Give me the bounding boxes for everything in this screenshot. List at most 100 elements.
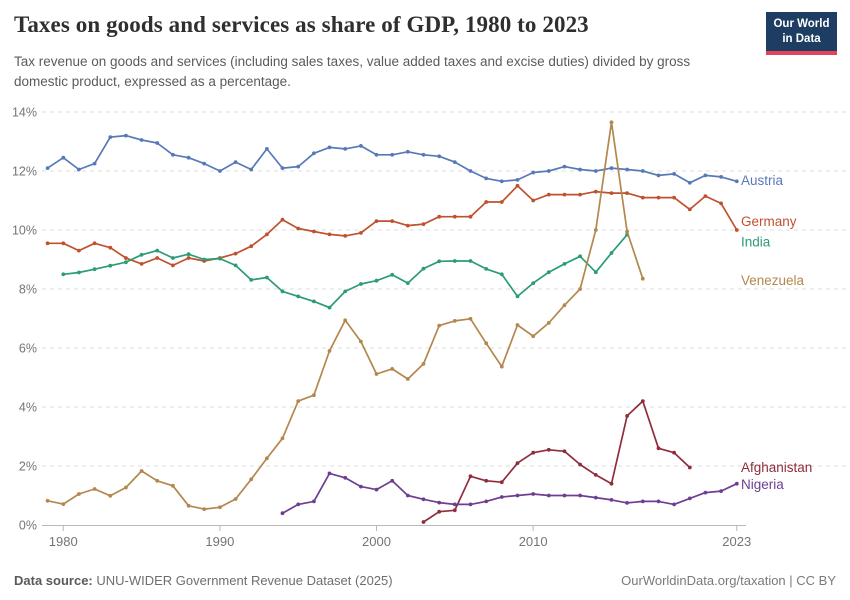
point-afghanistan-2019 bbox=[672, 450, 676, 455]
point-venezuela-2003 bbox=[421, 362, 426, 366]
point-germany-2013 bbox=[578, 192, 582, 197]
point-germany-1997 bbox=[327, 232, 332, 237]
point-afghanistan-2003 bbox=[421, 520, 426, 524]
series-label-afghanistan[interactable]: Afghanistan bbox=[741, 460, 812, 475]
series-label-venezuela[interactable]: Venezuela bbox=[741, 273, 805, 288]
point-india-2002 bbox=[405, 281, 410, 285]
series-label-germany[interactable]: Germany bbox=[741, 214, 797, 229]
series-label-austria[interactable]: Austria bbox=[741, 173, 784, 188]
point-nigeria-1996 bbox=[312, 499, 316, 504]
point-germany-1982 bbox=[92, 241, 97, 246]
point-nigeria-2010 bbox=[531, 492, 536, 496]
point-nigeria-2017 bbox=[640, 499, 645, 504]
page-title: Taxes on goods and services as share of … bbox=[14, 12, 589, 37]
point-nigeria-2008 bbox=[499, 495, 504, 499]
point-afghanistan-2017 bbox=[640, 399, 645, 403]
point-india-1983 bbox=[108, 263, 113, 268]
x-axis-tick-label-1990: 1990 bbox=[205, 534, 234, 549]
point-nigeria-1997 bbox=[327, 471, 332, 476]
point-austria-2023 bbox=[734, 179, 739, 184]
point-afghanistan-2010 bbox=[531, 450, 536, 455]
point-nigeria-1994 bbox=[280, 511, 285, 516]
point-germany-1985 bbox=[139, 262, 144, 266]
point-austria-1986 bbox=[155, 141, 160, 145]
point-germany-1992 bbox=[249, 244, 254, 249]
point-germany-1993 bbox=[265, 232, 269, 237]
point-austria-1995 bbox=[296, 164, 301, 169]
point-austria-2002 bbox=[405, 149, 410, 154]
point-venezuela-1994 bbox=[280, 436, 285, 441]
point-india-1989 bbox=[202, 257, 207, 262]
point-india-2009 bbox=[515, 294, 520, 299]
point-nigeria-2019 bbox=[672, 502, 676, 507]
point-india-1987 bbox=[171, 256, 175, 260]
point-venezuela-2004 bbox=[437, 323, 442, 328]
point-venezuela-2005 bbox=[452, 319, 457, 323]
point-afghanistan-2016 bbox=[625, 414, 629, 418]
point-india-2006 bbox=[468, 259, 473, 263]
point-nigeria-2023 bbox=[734, 481, 739, 486]
series-label-nigeria[interactable]: Nigeria bbox=[741, 477, 784, 492]
point-nigeria-1995 bbox=[296, 502, 301, 507]
point-india-2008 bbox=[499, 272, 504, 277]
point-nigeria-2012 bbox=[562, 493, 567, 498]
point-germany-2022 bbox=[719, 201, 723, 206]
point-austria-2009 bbox=[515, 178, 520, 182]
point-nigeria-2014 bbox=[593, 495, 598, 500]
x-axis-tick-label-2023: 2023 bbox=[722, 534, 751, 549]
point-india-1996 bbox=[312, 299, 316, 304]
point-austria-2019 bbox=[672, 172, 676, 176]
point-germany-2020 bbox=[687, 207, 692, 212]
point-india-2001 bbox=[390, 272, 395, 277]
point-venezuela-1982 bbox=[92, 487, 97, 491]
point-austria-1984 bbox=[124, 133, 128, 138]
x-axis-tick-label-2000: 2000 bbox=[362, 534, 391, 549]
owid-logo[interactable]: Our World in Data bbox=[766, 12, 837, 55]
point-india-1993 bbox=[265, 275, 269, 280]
line-afghanistan[interactable] bbox=[422, 400, 691, 523]
point-venezuela-2002 bbox=[405, 377, 410, 381]
point-afghanistan-2012 bbox=[562, 449, 567, 454]
series-label-india[interactable]: India bbox=[741, 234, 771, 249]
point-venezuela-1991 bbox=[233, 497, 238, 501]
point-austria-2017 bbox=[640, 169, 645, 173]
point-afghanistan-2015 bbox=[609, 481, 614, 486]
line-india[interactable] bbox=[62, 233, 628, 309]
point-afghanistan-2020 bbox=[687, 465, 692, 470]
point-austria-2014 bbox=[593, 169, 598, 173]
point-germany-2016 bbox=[625, 191, 629, 196]
point-germany-2018 bbox=[656, 195, 661, 200]
point-india-2013 bbox=[578, 254, 582, 259]
point-austria-1988 bbox=[186, 155, 191, 160]
point-austria-2012 bbox=[562, 164, 567, 169]
point-nigeria-2000 bbox=[374, 487, 379, 492]
logo-text-line1: Our World bbox=[773, 18, 830, 30]
line-austria[interactable] bbox=[46, 134, 738, 184]
point-germany-2011 bbox=[546, 192, 551, 197]
point-afghanistan-2011 bbox=[546, 447, 551, 452]
line-germany[interactable] bbox=[46, 184, 738, 267]
line-nigeria[interactable] bbox=[281, 472, 738, 515]
point-germany-2002 bbox=[405, 223, 410, 228]
data-source-label: Data source: bbox=[14, 573, 93, 588]
point-afghanistan-2014 bbox=[593, 473, 598, 477]
point-nigeria-2021 bbox=[703, 490, 708, 495]
point-austria-2011 bbox=[546, 169, 551, 173]
point-germany-2008 bbox=[499, 200, 504, 204]
point-venezuela-1979 bbox=[45, 498, 50, 503]
point-venezuela-1990 bbox=[218, 505, 222, 510]
point-india-1995 bbox=[296, 294, 301, 299]
point-nigeria-2011 bbox=[546, 493, 551, 498]
data-source-text[interactable]: UNU-WIDER Government Revenue Dataset (20… bbox=[92, 573, 393, 588]
point-venezuela-2017 bbox=[640, 276, 645, 281]
point-venezuela-1992 bbox=[249, 477, 254, 482]
point-venezuela-1993 bbox=[265, 456, 269, 461]
point-venezuela-1995 bbox=[296, 399, 301, 403]
point-venezuela-1997 bbox=[327, 349, 332, 353]
point-germany-1984 bbox=[124, 256, 128, 260]
owid-attribution-link[interactable]: OurWorldinData.org/taxation | CC BY bbox=[621, 573, 836, 588]
point-india-1999 bbox=[359, 282, 363, 286]
point-afghanistan-2007 bbox=[484, 478, 489, 483]
point-austria-2022 bbox=[719, 175, 723, 179]
